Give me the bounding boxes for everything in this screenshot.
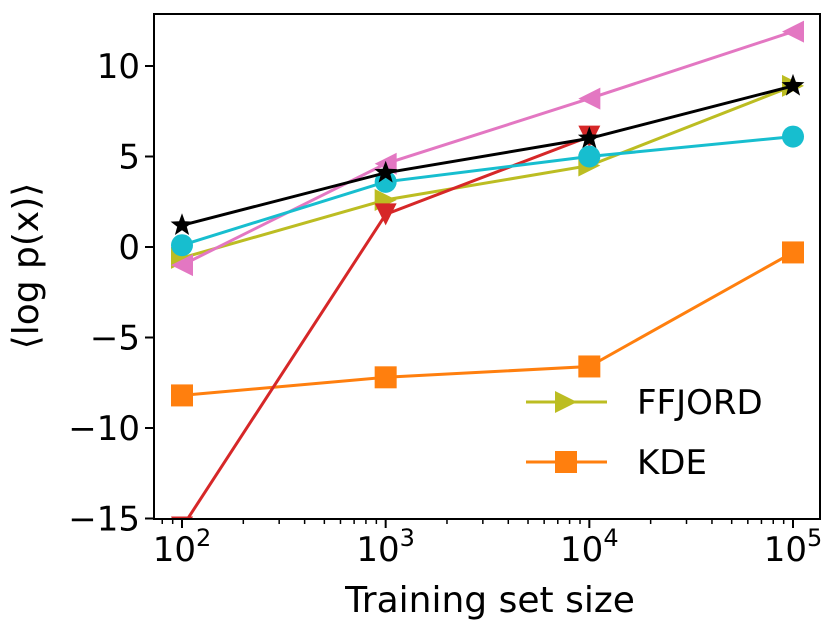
y-tick-label: −15	[68, 500, 140, 540]
ffjord-series	[171, 74, 804, 269]
series-5-point	[782, 125, 804, 148]
legend-marker	[555, 451, 577, 473]
kde-series	[171, 241, 804, 407]
legend: FFJORD KDE	[526, 383, 763, 483]
series-4-point	[374, 203, 397, 226]
series-3-line	[181, 30, 794, 267]
series-5-line	[181, 135, 794, 247]
x-tick-label: 105	[764, 524, 823, 570]
series-3-point	[171, 254, 193, 277]
legend-label: FFJORD	[637, 383, 763, 423]
y-axis-label: ⟨log p(x)⟩	[6, 183, 47, 350]
series-6-point	[577, 126, 601, 149]
series-5-point	[171, 234, 193, 257]
y-tick-label: 10	[97, 47, 140, 87]
y-axis: 10 5 0 −5 −10 −15	[68, 47, 154, 540]
series-5-point	[578, 145, 601, 168]
kde-line	[181, 251, 794, 397]
series-3-point	[782, 20, 804, 43]
kde-point	[171, 384, 193, 407]
plot-frame	[153, 13, 821, 520]
legend-marker	[555, 391, 577, 413]
series-6-point	[781, 73, 805, 96]
x-tick-label: 103	[356, 524, 415, 570]
x-tick-label: 104	[560, 524, 619, 570]
series-3-series	[171, 20, 804, 277]
x-tick-label: 102	[153, 524, 212, 570]
kde-point	[782, 241, 804, 264]
y-tick-label: −10	[68, 409, 140, 449]
series-6-line	[181, 84, 794, 227]
x-axis-label: Training set size	[344, 580, 635, 621]
y-tick-label: 0	[118, 228, 140, 268]
series-6-point	[170, 213, 194, 235]
series-6-point	[374, 160, 398, 183]
series-6-series	[170, 73, 805, 235]
kde-point	[374, 366, 397, 389]
legend-item-kde: KDE	[526, 443, 707, 483]
legend-label: KDE	[637, 443, 707, 483]
series-layer	[170, 20, 805, 519]
legend-item-ffjord: FFJORD	[526, 383, 763, 423]
ffjord-line	[181, 84, 794, 260]
series-3-point	[578, 87, 601, 110]
y-tick-label: 5	[118, 138, 140, 178]
series-5-series	[171, 125, 804, 257]
x-axis: 102 103 104 105	[153, 519, 823, 570]
kde-point	[578, 355, 601, 378]
y-tick-label: −5	[90, 319, 140, 359]
series-5-point	[374, 170, 397, 193]
